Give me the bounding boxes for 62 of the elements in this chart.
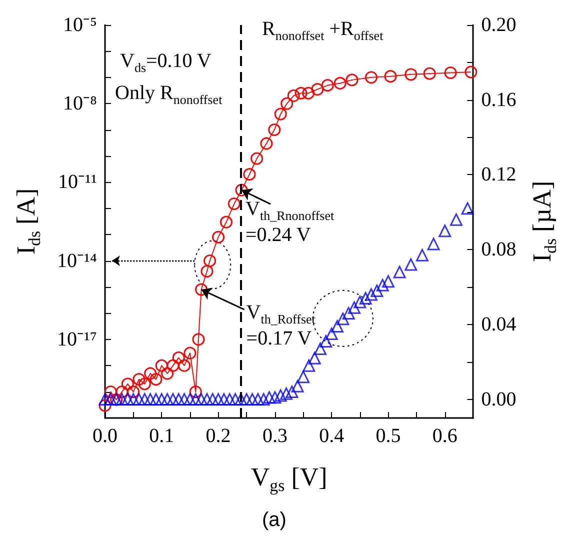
y2-tick-label: 0.08 xyxy=(481,238,516,261)
point xyxy=(250,152,264,165)
point xyxy=(287,89,300,102)
point xyxy=(150,373,162,386)
x-tick-label: 0.3 xyxy=(262,425,288,447)
point xyxy=(184,346,196,360)
point xyxy=(235,184,248,196)
point xyxy=(166,359,180,372)
y-axis-title: Ids [A] xyxy=(12,188,44,255)
point xyxy=(423,67,436,80)
point xyxy=(243,168,256,181)
x-tick-label: 0.5 xyxy=(376,425,401,447)
point xyxy=(116,386,128,398)
point xyxy=(104,386,117,398)
y2-tick-label: 0.16 xyxy=(481,88,516,111)
point xyxy=(268,124,281,136)
y2-tick-label: 0.00 xyxy=(481,388,516,410)
x-tick-label: 0.0 xyxy=(92,425,118,447)
point xyxy=(155,359,168,372)
y2-axis-title: Ids [µA] xyxy=(528,180,560,262)
y2-tick-label: 0.12 xyxy=(481,164,516,186)
point xyxy=(384,70,397,83)
point xyxy=(212,230,225,244)
point xyxy=(334,76,346,90)
point xyxy=(195,283,208,296)
y2-tick-label: 0.04 xyxy=(481,313,516,336)
point xyxy=(127,386,140,398)
point xyxy=(260,137,273,150)
y-tick-label: 10⁻¹¹ xyxy=(58,171,97,194)
point xyxy=(98,399,112,412)
point xyxy=(280,97,294,110)
point xyxy=(192,333,205,346)
point xyxy=(274,108,287,120)
point xyxy=(138,378,151,390)
point xyxy=(294,86,308,100)
point xyxy=(302,86,315,100)
point xyxy=(220,216,232,228)
point xyxy=(321,79,334,92)
point xyxy=(189,386,202,398)
point xyxy=(228,198,240,210)
y-tick-label: 10⁻⁸ xyxy=(63,92,98,115)
y2-tick-label: 0.20 xyxy=(481,14,516,36)
point xyxy=(172,351,185,364)
point xyxy=(132,373,146,386)
point xyxy=(121,378,134,390)
x-tick-label: 0.2 xyxy=(206,425,231,447)
y-tick-label: 10⁻¹⁴ xyxy=(57,250,98,272)
point xyxy=(464,66,478,78)
x-tick-label: 0.4 xyxy=(319,425,344,447)
x-tick-label: 0.6 xyxy=(432,425,458,447)
point xyxy=(161,367,174,380)
point xyxy=(346,74,358,86)
x-tick-label: 0.1 xyxy=(149,425,174,447)
point xyxy=(404,68,418,81)
point xyxy=(144,367,157,380)
text: (a) xyxy=(262,509,286,531)
point xyxy=(178,359,191,372)
y-tick-label: 10⁻¹⁷ xyxy=(57,328,98,350)
point xyxy=(365,71,378,84)
y-tick-label: 10⁻⁵ xyxy=(63,14,97,36)
point xyxy=(311,83,324,96)
point xyxy=(444,66,457,80)
